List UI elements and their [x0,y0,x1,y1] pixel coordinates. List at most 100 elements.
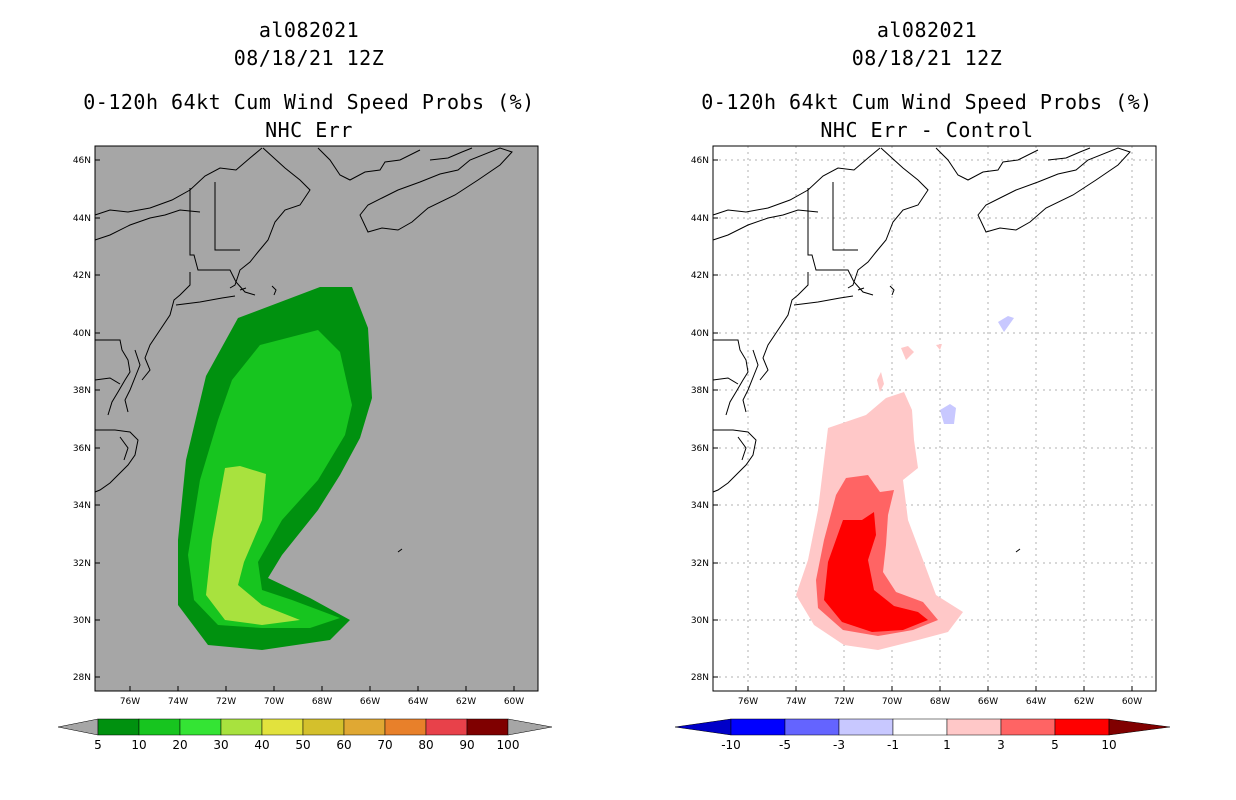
colorbar-box [1000,718,1056,736]
lon-label: 60W [1122,697,1142,707]
subtitle: NHC Err [265,118,353,142]
colorbar-label: 100 [497,738,520,752]
colorbar-label: 20 [172,738,187,752]
lat-label: 40N [691,329,709,339]
lon-label: 74W [168,697,188,707]
diff-contour-neg1 [940,316,1014,424]
colorbar-label: 1 [943,738,951,752]
lat-label: 34N [73,501,91,511]
colorbar-label: -10 [721,738,741,752]
lat-label: 30N [691,616,709,626]
colorbar-label: 80 [418,738,433,752]
lat-label: 46N [691,156,709,166]
colorbar-label: 30 [213,738,228,752]
colorbar: 5 10 20 30 40 50 60 70 80 90 100 [57,718,553,752]
colorbar-box [302,718,345,736]
right-panel: al082021 08/18/21 12Z 0-120h 64kt Cum Wi… [618,0,1236,800]
colorbar-box [946,718,1002,736]
colorbar-box [97,718,140,736]
colorbar-box [220,718,263,736]
lat-label: 34N [691,501,709,511]
lon-label: 66W [978,697,998,707]
lat-label: 44N [73,214,91,224]
colorbar-box [466,718,509,736]
colorbar-box [343,718,386,736]
storm-id: al082021 [258,18,360,42]
colorbar-label: 70 [377,738,392,752]
lon-label: 72W [834,697,854,707]
lon-label: 68W [312,697,332,707]
lon-label: 74W [786,697,806,707]
grid-lines [713,146,1156,691]
storm-id: al082021 [876,18,978,42]
lon-label: 60W [504,697,524,707]
map-frame [94,145,539,692]
colorbar-arrow-high [507,718,553,736]
lat-label: 28N [73,673,91,683]
lon-label: 64W [1026,697,1046,707]
colorbar-label: 3 [997,738,1005,752]
lon-label: 66W [360,697,380,707]
subtitle: NHC Err - Control [820,118,1034,142]
colorbar-label: 10 [1101,738,1116,752]
lat-label: 28N [691,673,709,683]
datetime: 08/18/21 12Z [851,46,1003,70]
lon-label: 70W [882,697,902,707]
colorbar-box [425,718,468,736]
lon-label: 76W [738,697,758,707]
left-map: 46N 44N 42N 40N 38N 36N 34N 32N 30N 28N 76W 74W 72W 7… [57,145,553,752]
coastlines [712,147,1131,553]
colorbar-box [838,718,894,736]
colorbar-label: -5 [779,738,791,752]
product-title: 0-120h 64kt Cum Wind Speed Probs (%) [83,90,535,114]
product-title: 0-120h 64kt Cum Wind Speed Probs (%) [701,90,1153,114]
colorbar-label: 90 [459,738,474,752]
left-panel: al082021 08/18/21 12Z 0-120h 64kt Cum Wi… [57,18,553,752]
colorbar-label: 60 [336,738,351,752]
colorbar-box [138,718,181,736]
colorbar-label: 10 [131,738,146,752]
colorbar-arrow-low [674,718,732,736]
coastlines [94,147,513,553]
colorbar: -10 -5 -3 -1 1 3 5 10 [674,718,1171,752]
lat-label: 42N [73,271,91,281]
colorbar-box [261,718,304,736]
colorbar-box [384,718,427,736]
axis-ticks: 46N 44N 42N 40N 38N 36N 34N 32N 30N 28N 76W 74W 72W 7… [691,156,1142,707]
colorbar-box [1054,718,1110,736]
colorbar-box [179,718,222,736]
lat-label: 44N [691,214,709,224]
lon-label: 62W [456,697,476,707]
colorbar-box [784,718,840,736]
colorbar-box [892,718,948,736]
lon-label: 62W [1074,697,1094,707]
lat-label: 32N [691,559,709,569]
lon-label: 76W [120,697,140,707]
lat-label: 46N [73,156,91,166]
colorbar-label: -1 [887,738,899,752]
diff-contour-1-small [877,344,942,392]
lat-label: 42N [691,271,709,281]
lon-label: 70W [264,697,284,707]
lon-label: 64W [408,697,428,707]
diff-contour-5 [824,512,928,632]
colorbar-label: 5 [94,738,102,752]
colorbar-label: 40 [254,738,269,752]
colorbar-arrow-low [57,718,99,736]
lon-label: 68W [930,697,950,707]
lat-label: 32N [73,559,91,569]
colorbar-arrow-high [1108,718,1171,736]
prob-contour-20 [206,466,300,625]
lat-label: 30N [73,616,91,626]
axis-ticks: 46N 44N 42N 40N 38N 36N 34N 32N 30N 28N 76W 74W 72W 7… [73,156,524,707]
colorbar-label: 50 [295,738,310,752]
colorbar-label: 5 [1051,738,1059,752]
lat-label: 40N [73,329,91,339]
lat-label: 38N [73,386,91,396]
lat-label: 36N [691,444,709,454]
lat-label: 38N [691,386,709,396]
colorbar-label: -3 [833,738,845,752]
colorbar-box [730,718,786,736]
lat-label: 36N [73,444,91,454]
lon-label: 72W [216,697,236,707]
